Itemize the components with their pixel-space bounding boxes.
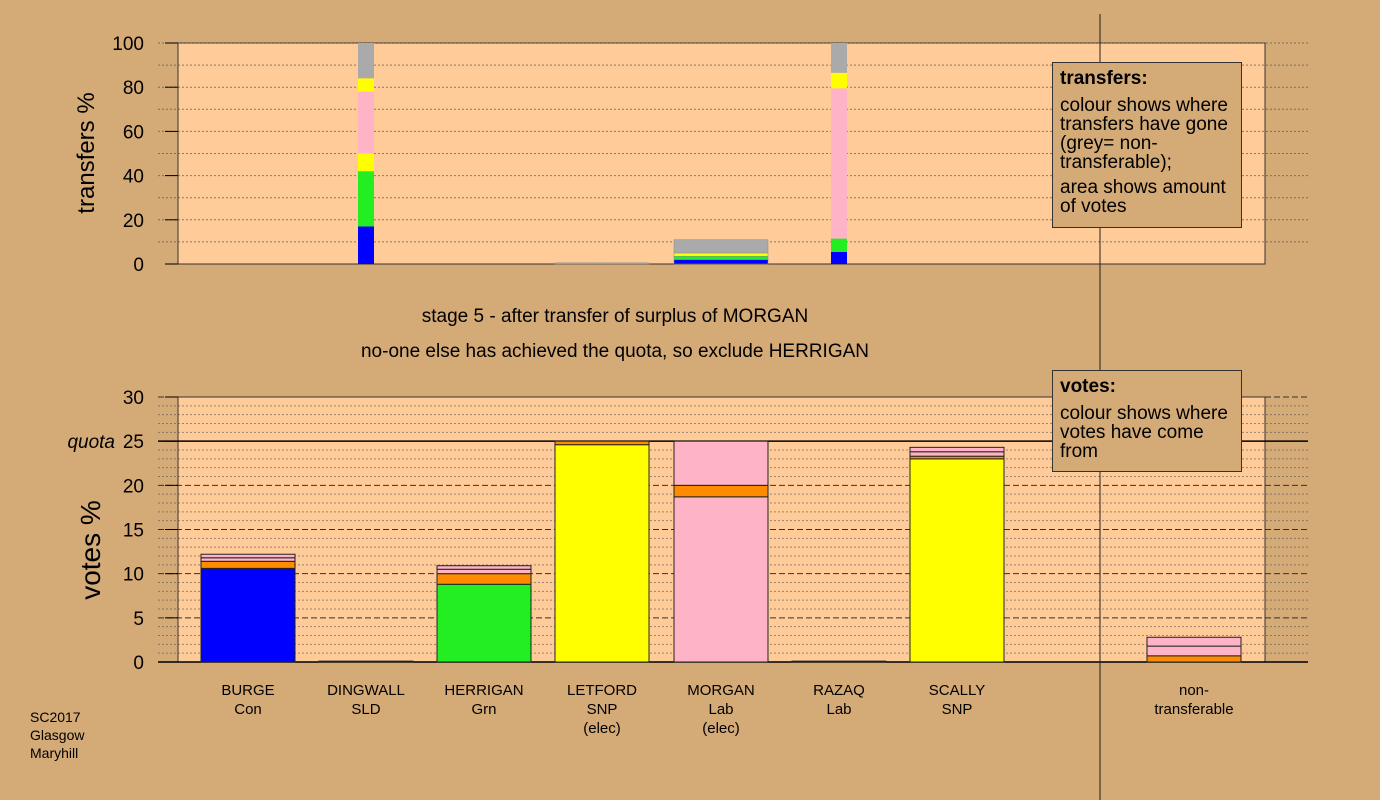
category-label: RAZAQ [813,682,865,699]
votes-ytick-label: 25 [123,432,144,453]
votes-ytick-label: 30 [123,388,144,409]
vote-segment [554,444,650,663]
votes-ytick-label: 0 [133,653,144,674]
transfer-segment [358,153,374,172]
category-label: transferable [1154,701,1233,718]
category-label: SNP [587,701,618,718]
votes-ytick-label: 10 [123,565,144,586]
category-label: HERRIGAN [444,682,523,699]
category-label: SCALLY [929,682,985,699]
transfers-ytick-label: 80 [123,78,144,99]
votes-ytick-label: 20 [123,476,144,497]
vote-segment [436,565,532,570]
transfer-segment [358,171,374,227]
vote-segment [200,557,296,562]
vote-segment [909,446,1005,453]
vote-segment [673,440,769,486]
transfer-segment [358,78,374,92]
votes-panel: 0 5 10 15 20 25 30 quota votes % BURGE Con DINGWALL… [67,388,1308,737]
transfers-ylabel: transfers % [73,92,100,213]
vote-segment [673,496,769,663]
transfers-legend-text2: area shows amount of votes [1060,177,1226,217]
category-label: LETFORD [567,682,637,699]
vote-segment [436,573,532,585]
category-label: Con [234,701,262,718]
transfer-segment [831,43,847,73]
transfers-ytick-label: 60 [123,122,144,143]
transfer-segment-wide [673,256,769,260]
footer-line2: Glasgow [30,727,85,743]
vote-segment [436,568,532,575]
quota-label: quota [67,432,115,453]
transfer-segment [831,251,847,264]
transfer-segment [358,43,374,79]
vote-segment [200,553,296,559]
transfer-segment-wide [673,239,769,254]
votes-legend-text1: colour shows where votes have come from [1060,403,1228,462]
transfers-legend-text1: colour shows where transfers have gone (… [1060,95,1228,173]
category-label: non- [1179,682,1209,699]
transfers-legend: transfers: colour shows where transfers … [1052,62,1242,228]
vote-segment [1146,655,1242,663]
transfer-segment [831,72,847,89]
vote-segment [673,484,769,498]
vote-segment [791,660,887,663]
transfer-segment-wide [554,262,650,265]
stage-title: stage 5 - after transfer of surplus of M… [421,306,809,327]
category-label: DINGWALL [327,682,405,699]
footer-line1: SC2017 [30,709,81,725]
vote-segment [1146,645,1242,657]
category-label: Lab [826,701,851,718]
footer-info: SC2017 Glasgow Maryhill [30,708,84,762]
vote-segment [554,440,650,446]
category-label: Grn [471,701,496,718]
transfer-segment [831,238,847,252]
transfers-ytick-label: 0 [133,255,144,276]
votes-legend: votes: colour shows where votes have com… [1052,370,1242,472]
transfer-segment [358,91,374,154]
transfer-segment [831,88,847,239]
stage-subtitle: no-one else has achieved the quota, so e… [360,341,870,362]
vote-segment [1146,636,1242,647]
category-label: BURGE [221,682,274,699]
category-label: MORGAN [687,682,755,699]
category-label: (elec) [702,720,740,737]
transfers-ytick-label: 100 [112,34,144,55]
transfers-ytick-label: 20 [123,211,144,232]
vote-segment [200,567,296,663]
vote-segment [200,560,296,569]
votes-ytick-label: 15 [123,521,144,542]
transfers-ytick-label: 40 [123,167,144,188]
vote-segment [909,458,1005,663]
votes-legend-title: votes: [1060,376,1116,397]
vote-segment [318,660,414,663]
transfers-legend-title: transfers: [1060,68,1148,89]
votes-ytick-label: 5 [133,609,144,630]
category-label: SNP [942,701,973,718]
category-label: SLD [351,701,380,718]
transfer-segment-wide [673,252,769,257]
category-label: (elec) [583,720,621,737]
category-label: Lab [708,701,733,718]
votes-ylabel: votes % [75,500,106,600]
transfer-segment [358,226,374,264]
footer-line3: Maryhill [30,745,79,761]
vote-segment [909,451,1005,457]
transfer-segment-wide [673,259,769,265]
vote-segment [436,583,532,663]
